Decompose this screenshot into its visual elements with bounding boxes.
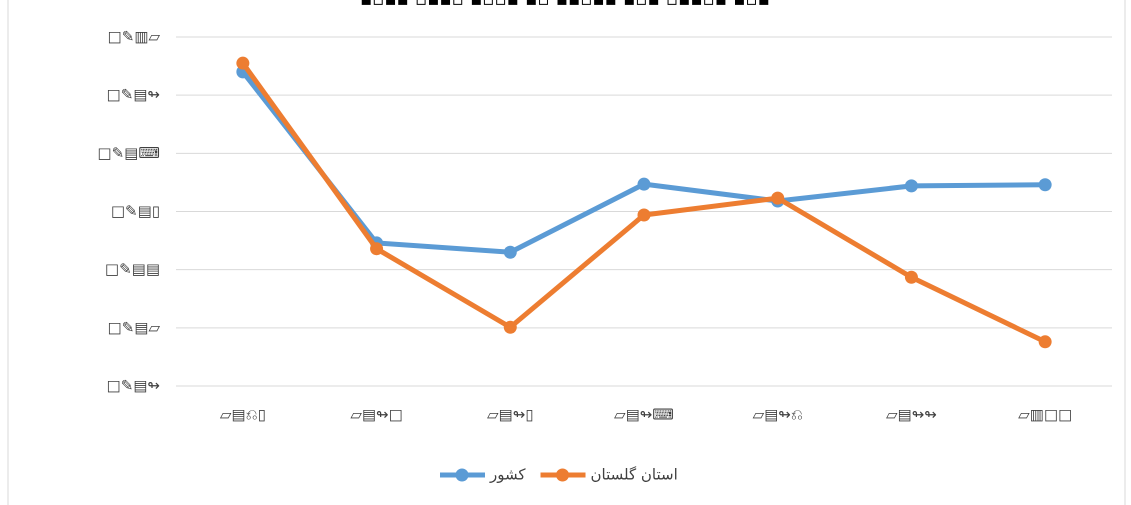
x-tick-label: ▱▥□□ xyxy=(1018,406,1072,424)
point xyxy=(236,56,250,70)
point xyxy=(904,270,918,284)
x-tick-label: ▱▤↬▯ xyxy=(487,406,534,424)
y-tick-label: □✎▥▱ xyxy=(108,28,161,46)
point xyxy=(503,245,517,259)
x-tick-label: ▱▤↬↬ xyxy=(886,406,937,424)
legend-marker xyxy=(556,468,570,482)
x-tick-label: ▱▤↬⎌ xyxy=(753,406,803,424)
point xyxy=(771,191,785,205)
y-tick-label: □✎▤▯ xyxy=(111,202,160,220)
point xyxy=(904,179,918,193)
chart-frame xyxy=(7,0,1126,505)
y-tick-label: □✎▤▤ xyxy=(105,260,160,278)
point xyxy=(637,208,651,222)
y-tick-label: □✎▤↬ xyxy=(107,86,160,104)
point xyxy=(503,320,517,334)
point xyxy=(1038,335,1052,349)
legend-label: کشور xyxy=(489,466,526,484)
y-tick-label: □✎▤⌨ xyxy=(97,144,160,162)
x-tick-label: ▱▤↬⌨ xyxy=(614,406,674,424)
point xyxy=(637,177,651,191)
legend-marker xyxy=(455,468,469,482)
y-tick-label: □✎▤↬ xyxy=(107,377,160,395)
point xyxy=(370,242,384,256)
y-tick-label: □✎▤▱ xyxy=(108,318,161,336)
x-tick-label: ▱▤⎌▯ xyxy=(220,406,266,424)
point xyxy=(1038,178,1052,192)
legend-label: استان گلستان xyxy=(591,466,678,484)
x-tick-label: ▱▤↬□ xyxy=(350,406,402,424)
chart-title: ▪▫▪▪ ▫▪▪▫ ▪▫▫▪ ▪▫ ▪▪▫▪▪ ▪▫▪ ▫▪▪▫▪ ▪▫▪ xyxy=(360,0,770,10)
